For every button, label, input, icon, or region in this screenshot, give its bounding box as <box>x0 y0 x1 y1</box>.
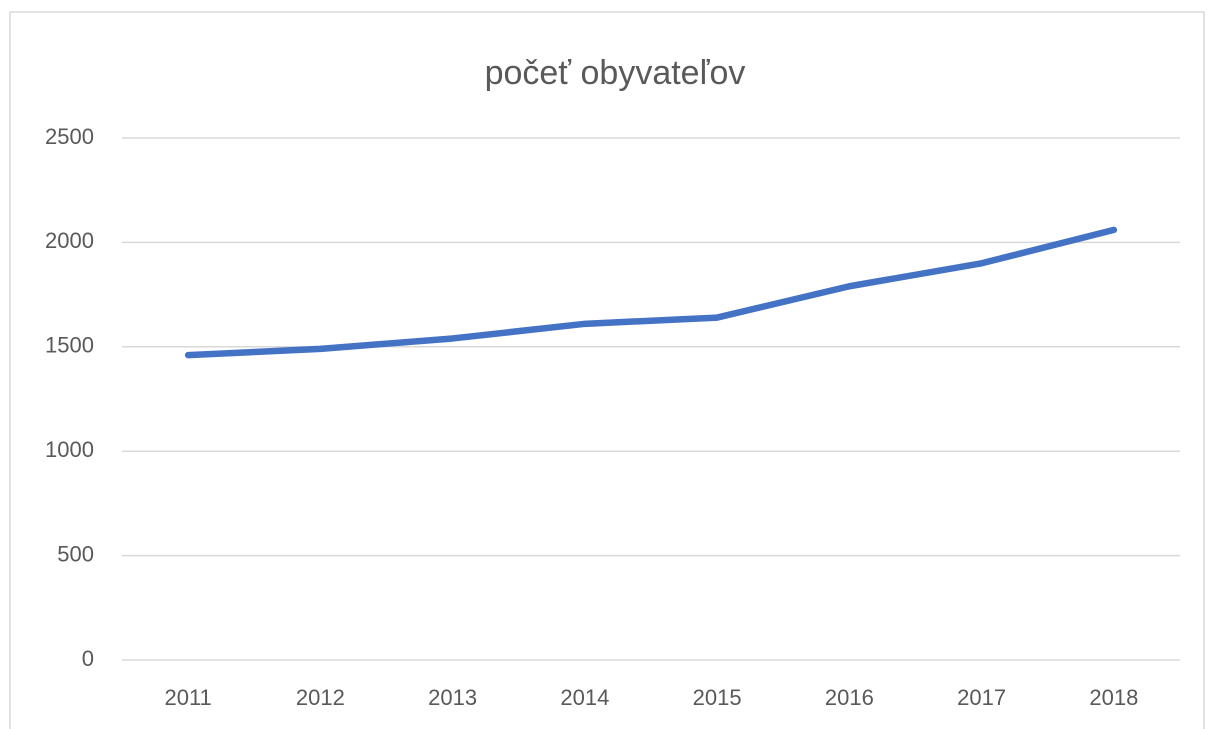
x-tick-label: 2015 <box>693 685 742 710</box>
y-tick-label: 0 <box>82 646 94 671</box>
y-tick-label: 2500 <box>45 124 94 149</box>
y-tick-label: 500 <box>57 541 94 566</box>
x-tick-label: 2016 <box>825 685 874 710</box>
chart-title: počeť obyvateľov <box>485 54 746 92</box>
chart-border <box>9 11 1205 729</box>
y-tick-label: 1500 <box>45 333 94 358</box>
data-line <box>184 226 1118 359</box>
x-tick-label: 2011 <box>164 685 211 710</box>
y-tick-label: 1000 <box>45 437 94 462</box>
x-tick-label: 2014 <box>560 685 609 710</box>
x-tick-label: 2013 <box>428 685 477 710</box>
x-tick-label: 2017 <box>957 685 1006 710</box>
x-tick-label: 2018 <box>1089 685 1138 710</box>
x-tick-label: 2012 <box>296 685 345 710</box>
y-tick-label: 2000 <box>45 228 94 253</box>
